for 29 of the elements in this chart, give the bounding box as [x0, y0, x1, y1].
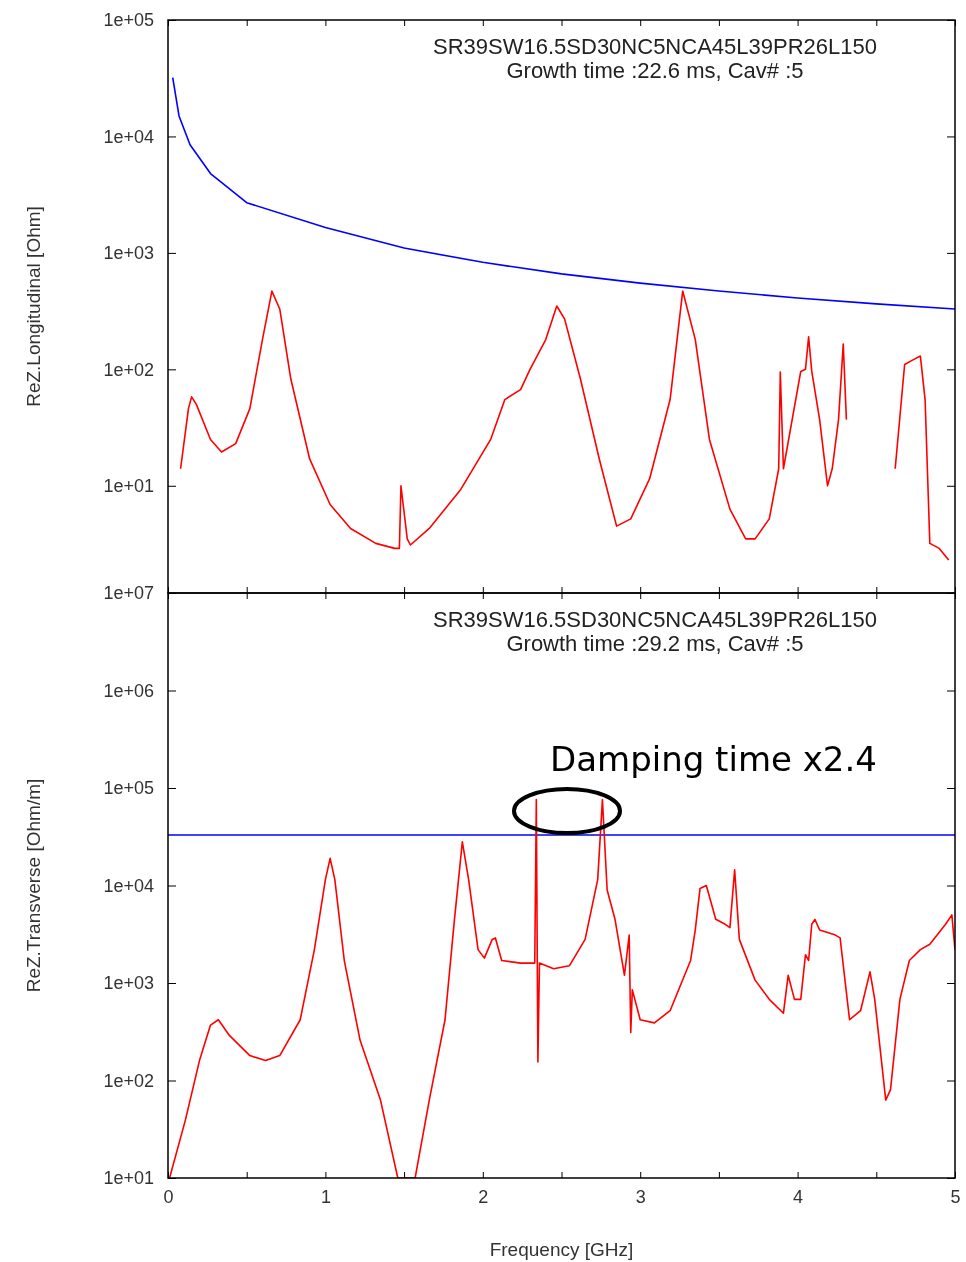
- y-tick-label: 1e+04: [103, 875, 154, 896]
- line-series: [168, 798, 955, 1178]
- y-tick-label: 1e+05: [103, 778, 154, 799]
- x-tick-label: 3: [635, 1186, 646, 1207]
- y-axis-title: ReZ.Transverse [Ohm/m]: [23, 778, 44, 993]
- annotation: Growth time :22.6 ms, Cav# :5: [506, 58, 804, 83]
- x-tick-label: 1: [320, 1186, 331, 1207]
- x-axis-title: Frequency [GHz]: [489, 1239, 634, 1260]
- y-axis-title: ReZ.Longitudinal [Ohm]: [23, 206, 44, 407]
- y-tick-label: 1e+01: [103, 1168, 154, 1189]
- x-tick-label: 4: [793, 1186, 804, 1207]
- annotation: Growth time :29.2 ms, Cav# :5: [506, 631, 804, 656]
- line-series: [894, 355, 950, 561]
- x-tick-label: 0: [163, 1186, 174, 1207]
- y-tick-label: 1e+03: [103, 973, 154, 994]
- x-tick-label: 5: [950, 1186, 961, 1207]
- x-tick-label: 2: [478, 1186, 489, 1207]
- y-tick-label: 1e+07: [103, 583, 154, 604]
- line-series: [179, 290, 848, 550]
- annotation: SR39SW16.5SD30NC5NCA45L39PR26L150: [433, 607, 877, 632]
- y-tick-label: 1e+06: [103, 680, 154, 701]
- y-tick-label: 1e+02: [103, 1070, 154, 1091]
- annotation: Damping time x2.4: [550, 739, 877, 779]
- y-tick-label: 1e+05: [103, 10, 154, 31]
- y-tick-label: 1e+01: [103, 476, 154, 497]
- y-tick-label: 1e+02: [103, 359, 154, 380]
- annotation: SR39SW16.5SD30NC5NCA45L39PR26L150: [433, 34, 877, 59]
- y-tick-label: 1e+04: [103, 126, 154, 147]
- y-tick-label: 1e+03: [103, 243, 154, 264]
